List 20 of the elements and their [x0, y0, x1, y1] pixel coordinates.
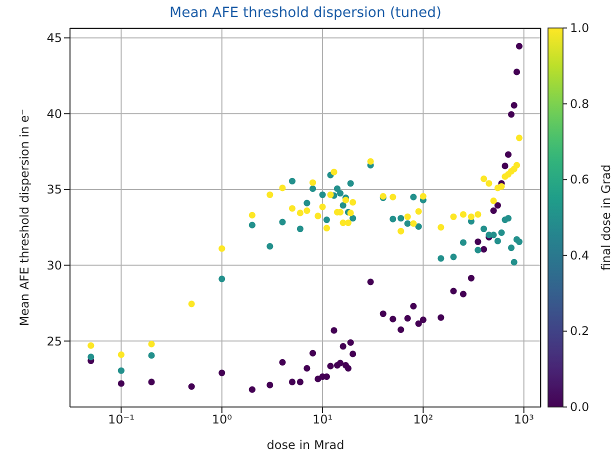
color-bar-label: 0.0 [570, 400, 590, 414]
x-tick-label: 10¹ [312, 412, 333, 427]
x-tick-label: 10⁰ [212, 412, 232, 427]
x-tick-label: 10³ [514, 412, 534, 427]
color-bar-label: 1.0 [570, 21, 590, 35]
x-axis-title: dose in Mrad [266, 438, 344, 451]
y-tick-label: 40 [46, 106, 62, 121]
color-bar-title: final dose in Grad [599, 164, 613, 271]
color-bar-label: 0.6 [570, 172, 590, 187]
y-tick-label: 25 [46, 334, 62, 348]
color-bar-label: 0.2 [570, 324, 590, 338]
x-tick-label: 10² [413, 412, 434, 427]
chart-title: Mean AFE threshold dispersion (tuned) [168, 5, 442, 21]
color-bar-label: 0.8 [570, 96, 590, 111]
y-tick-label: 45 [46, 31, 62, 46]
y-tick-label: 35 [46, 182, 62, 197]
y-tick-label: 30 [46, 258, 62, 273]
x-tick-label: 10⁻¹ [108, 412, 135, 427]
y-axis-title: Mean AFE threshold dispersion in e⁻ [17, 108, 32, 326]
color-bar-label: 0.4 [570, 248, 590, 262]
